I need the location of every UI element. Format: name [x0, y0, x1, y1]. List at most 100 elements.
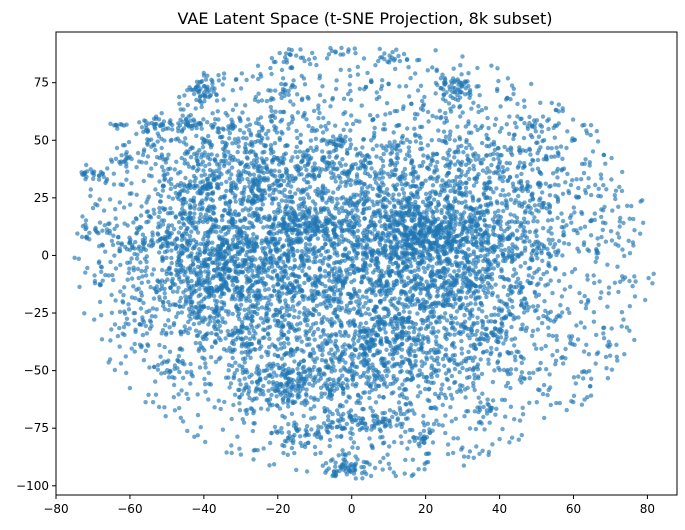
scatter-point	[281, 340, 287, 346]
scatter-point	[348, 142, 354, 147]
scatter-point	[626, 238, 631, 243]
scatter-point	[515, 101, 520, 107]
scatter-point	[243, 141, 248, 147]
scatter-point	[297, 310, 302, 315]
scatter-point	[602, 204, 607, 210]
scatter-point	[111, 277, 116, 283]
scatter-point	[557, 400, 562, 406]
scatter-point	[206, 370, 211, 376]
scatter-point	[259, 354, 264, 359]
scatter-point	[369, 257, 374, 263]
scatter-point	[318, 450, 323, 455]
scatter-point	[323, 241, 328, 247]
scatter-point	[328, 237, 333, 242]
scatter-point	[84, 234, 90, 239]
scatter-point	[191, 215, 196, 220]
scatter-point	[250, 74, 255, 79]
scatter-point	[472, 372, 477, 377]
scatter-point	[619, 324, 624, 329]
scatter-point	[265, 331, 271, 336]
scatter-point	[241, 224, 246, 229]
scatter-point	[391, 228, 396, 233]
scatter-point	[305, 258, 310, 263]
scatter-point	[368, 183, 373, 188]
scatter-point	[166, 308, 171, 313]
scatter-point	[155, 155, 160, 160]
scatter-point	[163, 414, 168, 419]
scatter-point	[197, 286, 202, 292]
scatter-point	[296, 315, 301, 320]
scatter-point	[266, 244, 272, 250]
scatter-point	[268, 440, 273, 446]
scatter-point	[314, 62, 319, 68]
scatter-point	[97, 197, 102, 202]
scatter-point	[230, 88, 235, 93]
scatter-point	[88, 187, 94, 192]
scatter-point	[189, 305, 195, 310]
scatter-point	[269, 201, 275, 206]
scatter-point	[297, 149, 302, 154]
scatter-point	[118, 262, 123, 268]
scatter-point	[275, 241, 281, 246]
scatter-point	[594, 129, 599, 134]
scatter-point	[493, 259, 498, 265]
scatter-point	[331, 190, 336, 195]
scatter-point	[460, 110, 465, 115]
scatter-point	[235, 285, 240, 290]
scatter-point	[480, 266, 486, 272]
scatter-point	[279, 67, 285, 73]
scatter-point	[384, 293, 389, 299]
scatter-point	[396, 264, 401, 269]
scatter-point	[340, 208, 346, 214]
scatter-point	[428, 258, 433, 263]
scatter-point	[256, 323, 261, 328]
scatter-point	[109, 238, 115, 244]
scatter-point	[211, 211, 216, 216]
scatter-point	[106, 221, 111, 227]
scatter-point	[586, 352, 592, 357]
scatter-point	[160, 184, 166, 189]
scatter-point	[246, 269, 251, 274]
scatter-point	[333, 86, 339, 92]
scatter-point	[285, 259, 291, 264]
scatter-point	[371, 209, 377, 215]
scatter-point	[223, 232, 228, 237]
scatter-point	[450, 275, 455, 280]
scatter-point	[260, 150, 265, 155]
scatter-point	[160, 255, 165, 260]
scatter-point	[617, 184, 622, 190]
scatter-point	[355, 422, 360, 428]
scatter-point	[487, 224, 492, 229]
scatter-point	[109, 327, 114, 332]
scatter-point	[264, 156, 269, 162]
scatter-point	[261, 225, 266, 230]
scatter-point	[267, 297, 272, 302]
scatter-point	[338, 320, 344, 325]
scatter-point	[103, 249, 108, 254]
scatter-point	[617, 279, 623, 284]
scatter-point	[210, 260, 215, 265]
scatter-point	[193, 328, 199, 333]
scatter-point	[217, 313, 222, 318]
scatter-point	[370, 387, 375, 393]
scatter-point	[159, 164, 165, 170]
scatter-point	[355, 445, 360, 451]
scatter-point	[410, 408, 415, 413]
scatter-point	[166, 194, 171, 199]
scatter-point	[565, 129, 570, 134]
scatter-point	[321, 294, 326, 299]
scatter-point	[473, 264, 478, 269]
scatter-point	[236, 311, 242, 316]
scatter-point	[308, 138, 314, 143]
scatter-point	[239, 190, 244, 196]
scatter-point	[192, 315, 198, 320]
scatter-point	[509, 435, 515, 440]
scatter-point	[106, 273, 111, 278]
scatter-point	[276, 289, 281, 294]
scatter-point	[226, 149, 231, 155]
scatter-point	[247, 336, 253, 342]
scatter-point	[334, 78, 339, 83]
scatter-point	[230, 311, 235, 317]
scatter-point	[339, 233, 344, 239]
scatter-point	[483, 106, 489, 111]
